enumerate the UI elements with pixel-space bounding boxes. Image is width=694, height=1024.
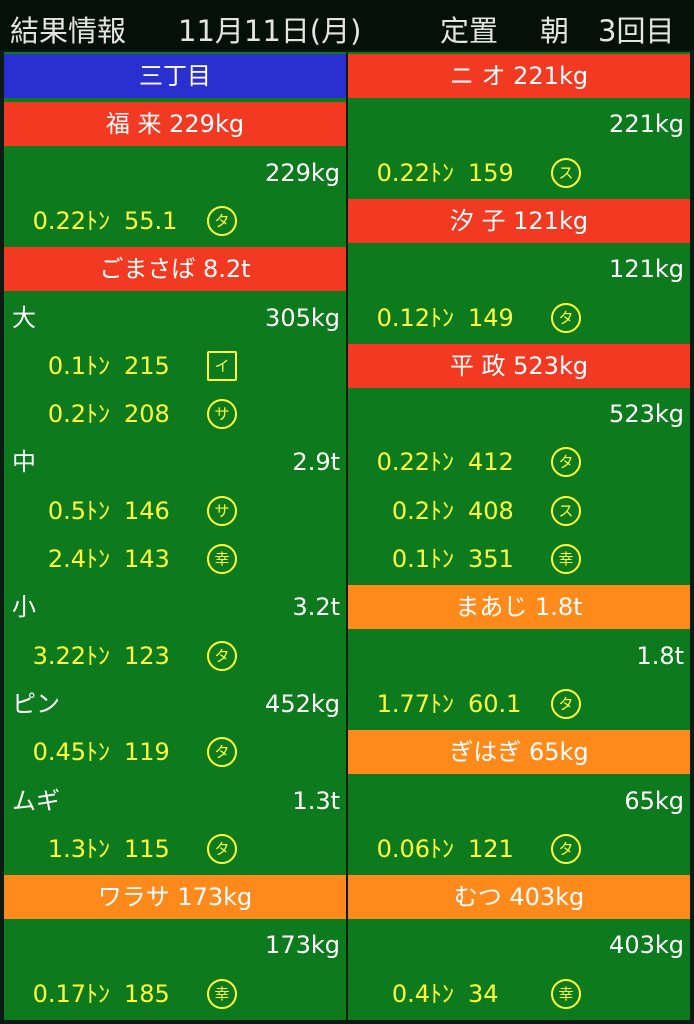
price: 408 [468,496,514,525]
amount: 403kg [609,931,684,960]
section-header: むつ 403kg [348,875,690,920]
buyer-mark: タ [207,737,237,768]
size-label: 大 [12,303,36,332]
round: 3回目 [598,14,675,48]
weight: 0.22ﾄﾝ [32,206,110,235]
amount: 121kg [609,255,684,284]
amount: 523kg [609,400,684,429]
amount: 229kg [265,158,340,187]
price: 60.1 [468,689,522,718]
column: 三丁目福 来 229kg 229kg 0.22ﾄﾝ 55.1 タごまさば 8.2t 大 30… [4,52,346,1020]
weight: 0.2ﾄﾝ [391,496,454,525]
weight: 1.3ﾄﾝ [47,834,110,863]
weight: 0.1ﾄﾝ [391,545,454,573]
amount: 2.9t [292,448,340,477]
price: 115 [124,834,170,863]
buyer-mark: ス [551,495,581,526]
weight: 2.4ﾄﾝ [47,545,110,573]
section-header: ごまさば 8.2t [4,247,346,292]
section-header: ニ オ 221kg [348,54,690,98]
amount: 65kg [624,786,684,815]
section-header: 平 政 523kg [348,343,690,388]
size-label: 小 [12,593,36,622]
amount: 221kg [609,110,684,139]
size-label: ピン [12,689,60,718]
title: 結果情報 [10,14,127,48]
size-label: 中 [12,448,36,477]
amount: 173kg [265,931,340,960]
buyer-mark: タ [207,205,237,236]
section-header: ワラサ 173kg [4,875,346,920]
price: 208 [124,400,170,429]
section-header: 福 来 229kg [4,102,346,147]
column: ニ オ 221kg 221kg 0.22ﾄﾝ 159 ス汐 子 121kg 121kg 0.… [348,52,690,1020]
weight: 0.2ﾄﾝ [47,400,110,429]
price: 121 [468,834,514,863]
price: 215 [124,351,170,380]
price: 55.1 [124,206,178,235]
buyer-mark: イ [207,350,237,381]
section-header: ぎはぎ 65kg [348,730,690,775]
price: 412 [468,448,514,477]
weight: 0.45ﾄﾝ [32,738,110,767]
amount: 3.2t [292,593,340,622]
buyer-mark: タ [551,447,581,478]
buyer-mark: サ [207,399,237,430]
weight: 0.22ﾄﾝ [376,448,454,477]
buyer-mark: 幸 [551,978,581,1009]
amount: 1.3t [292,786,340,815]
time: 朝 [540,14,570,48]
weight: 0.5ﾄﾝ [47,496,110,525]
weight: 0.17ﾄﾝ [32,979,110,1008]
price: 119 [124,738,170,767]
price: 149 [468,303,514,332]
section-header: 汐 子 121kg [348,198,690,243]
date: 11月11日(月) [178,14,362,48]
price: 143 [124,545,170,573]
weight: 3.22ﾄﾝ [32,641,110,670]
price: 146 [124,496,170,525]
amount: 452kg [265,689,340,718]
buyer-mark: タ [207,833,237,864]
section-header: 三丁目 [4,54,346,98]
price: 123 [124,641,170,670]
weight: 0.22ﾄﾝ [376,158,454,187]
weight: 0.4ﾄﾝ [391,979,454,1008]
price: 159 [468,158,514,187]
amount: 1.8t [636,641,684,670]
amount: 305kg [265,303,340,332]
size-label: ムギ [12,786,60,815]
weight: 0.12ﾄﾝ [376,303,454,332]
buyer-mark: サ [207,495,237,526]
price: 351 [468,545,514,573]
method: 定置 [440,14,499,48]
weight: 0.1ﾄﾝ [47,351,110,380]
buyer-mark: ス [551,157,581,188]
price: 34 [468,979,499,1008]
price: 185 [124,979,170,1008]
header: 結果情報 11月11日(月) 定置 朝 3回目 [0,0,694,50]
buyer-mark: 幸 [207,544,237,574]
buyer-mark: 幸 [551,544,581,574]
buyer-mark: タ [551,688,581,719]
weight: 1.77ﾄﾝ [376,689,454,718]
buyer-mark: 幸 [207,978,237,1009]
buyer-mark: タ [207,640,237,671]
buyer-mark: タ [551,833,581,864]
section-header: まあじ 1.8t [348,585,690,630]
buyer-mark: タ [551,302,581,333]
weight: 0.06ﾄﾝ [376,834,454,863]
